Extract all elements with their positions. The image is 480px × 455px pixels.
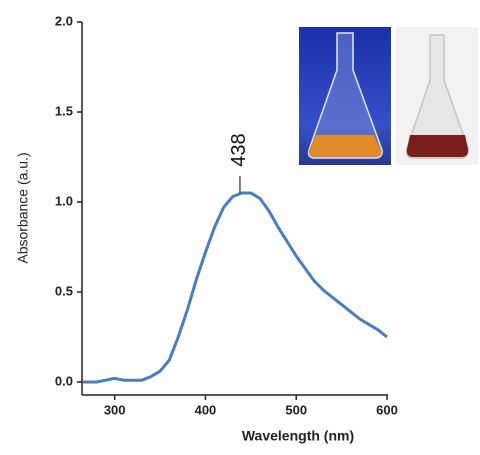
photo-left xyxy=(299,27,391,165)
page: {"chart_data": {"type": "line", "xlabel"… xyxy=(0,0,480,450)
y-tick-label: 1.0 xyxy=(55,193,73,208)
annotation-label: 438 xyxy=(228,133,250,166)
x-tick-label: 600 xyxy=(376,402,398,417)
data-line xyxy=(83,193,387,382)
x-tick-label: 500 xyxy=(285,402,307,417)
y-axis-title: Absorbance (a.u.) xyxy=(15,152,31,263)
x-tick-label: 400 xyxy=(195,402,217,417)
photo-right xyxy=(396,27,478,165)
x-axis-title: Wavelength (nm) xyxy=(242,428,354,444)
chart: Absorbance (a.u.) Wavelength (nm) 0.0 0.5… xyxy=(0,0,480,450)
y-tick-label: 2.0 xyxy=(55,13,73,28)
y-tick-label: 0.0 xyxy=(55,373,73,388)
x-tick-label: 300 xyxy=(104,402,126,417)
y-tick-label: 0.5 xyxy=(55,283,73,298)
y-tick-label: 1.5 xyxy=(55,103,73,118)
